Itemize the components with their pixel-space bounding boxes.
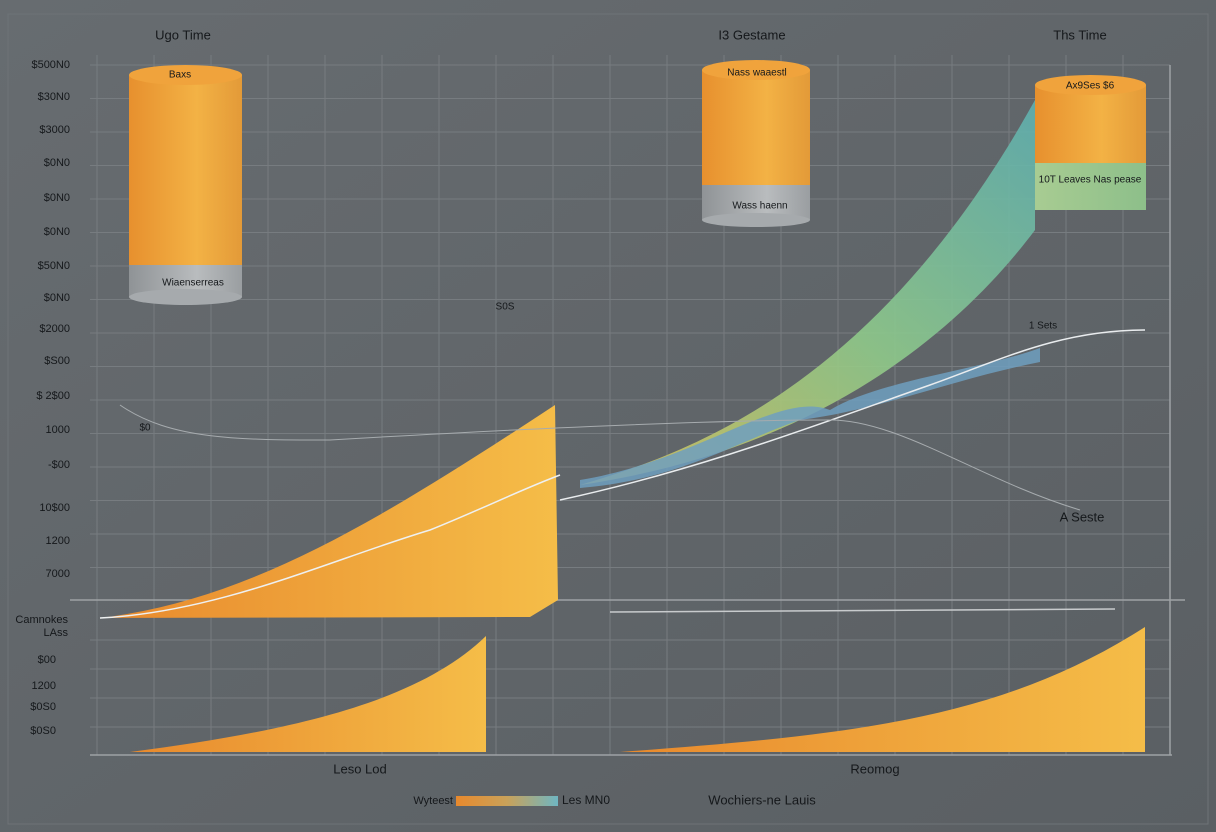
legend-label: Wyteest bbox=[413, 795, 453, 807]
annotation: 1 Sets bbox=[1029, 321, 1057, 332]
cylinder bbox=[1035, 75, 1146, 210]
axis-label: $0S0 bbox=[30, 701, 56, 713]
cylinder-label: Nass waaestl bbox=[727, 68, 786, 79]
axis-label: 1200 bbox=[32, 680, 56, 692]
axis-label: -$00 bbox=[48, 459, 70, 471]
legend-swatch bbox=[456, 796, 558, 806]
title: I3 Gestame bbox=[718, 27, 785, 42]
axis-label: $500N0 bbox=[31, 59, 70, 71]
title: Ths Time bbox=[1053, 27, 1106, 42]
legend-label: Wochiers-ne Lauis bbox=[708, 792, 816, 807]
axis-label: $2000 bbox=[39, 323, 70, 335]
legend-label: Les MN0 bbox=[562, 793, 610, 807]
axis-label: 7000 bbox=[46, 568, 70, 580]
curve bbox=[99, 474, 561, 619]
orange-area bbox=[100, 405, 558, 618]
title: Ugo Time bbox=[155, 27, 211, 42]
axis-label: LAss bbox=[44, 627, 69, 639]
axis-label: 1200 bbox=[46, 535, 70, 547]
x-label: Reomog bbox=[850, 761, 899, 776]
annotation: $0 bbox=[139, 423, 151, 434]
axis-label: 10$00 bbox=[39, 502, 70, 514]
cylinder bbox=[702, 60, 810, 227]
axis-label: $ 2$00 bbox=[36, 390, 70, 402]
blue-wave bbox=[580, 348, 1040, 488]
curve bbox=[559, 329, 1146, 501]
frame bbox=[7, 13, 1209, 825]
annotation: A Seste bbox=[1060, 509, 1105, 524]
axis-label: $0N0 bbox=[44, 292, 70, 304]
axis-label: $0S0 bbox=[30, 725, 56, 737]
axis-label: $30N0 bbox=[38, 91, 70, 103]
cylinder-label: Baxs bbox=[169, 70, 191, 81]
orange-area-lower bbox=[130, 636, 486, 752]
axis-label: $0N0 bbox=[44, 192, 70, 204]
axis-label: $0N0 bbox=[44, 157, 70, 169]
axis-label: $50N0 bbox=[38, 260, 70, 272]
flat-line bbox=[609, 608, 1116, 613]
axis-label: 1000 bbox=[46, 424, 70, 436]
cylinder-label: 10T Leaves Nas pease bbox=[1039, 175, 1142, 186]
orange-area-lower bbox=[620, 627, 1145, 752]
cylinder-label: Wiaenserreas bbox=[162, 278, 224, 289]
axis-label: Camnokes bbox=[15, 614, 68, 626]
axis-label: $0N0 bbox=[44, 226, 70, 238]
annotation: S0S bbox=[496, 302, 515, 313]
cylinder bbox=[129, 65, 242, 305]
axis-label: $3000 bbox=[39, 124, 70, 136]
cylinder-label: Ax9Ses $6 bbox=[1066, 81, 1115, 92]
axis-label: $00 bbox=[38, 654, 56, 666]
cylinder-label: Wass haenn bbox=[732, 201, 787, 212]
x-label: Leso Lod bbox=[333, 761, 387, 776]
axis-label: $S00 bbox=[44, 355, 70, 367]
thin-line bbox=[119, 404, 1081, 511]
